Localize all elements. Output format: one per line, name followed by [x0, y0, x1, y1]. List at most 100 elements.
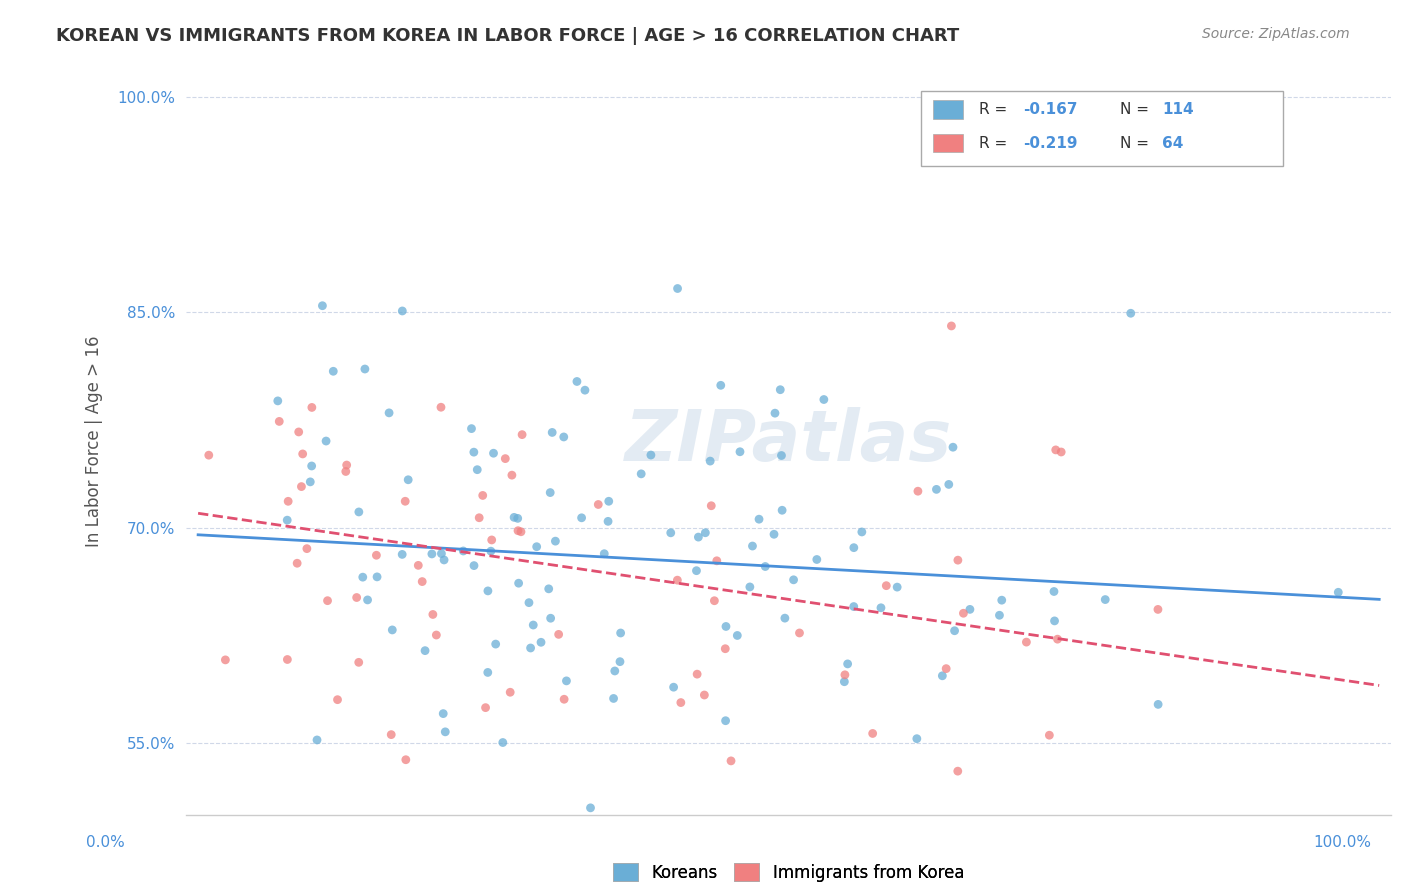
Koreans — [851, 524, 873, 539]
Koreans — [463, 558, 485, 573]
Koreans — [301, 458, 323, 473]
Immigrants from Korea — [287, 425, 309, 439]
Koreans — [630, 467, 652, 481]
Immigrants from Korea — [316, 593, 339, 607]
Koreans — [530, 635, 553, 649]
Immigrants from Korea — [290, 480, 312, 494]
Koreans — [322, 364, 344, 378]
Immigrants from Korea — [510, 427, 533, 442]
Immigrants from Korea — [471, 488, 494, 502]
Immigrants from Korea — [346, 591, 368, 605]
Text: ZIPatlas: ZIPatlas — [624, 407, 952, 476]
Koreans — [666, 281, 689, 295]
Koreans — [738, 580, 761, 594]
Immigrants from Korea — [1045, 442, 1067, 457]
Koreans — [434, 724, 457, 739]
Koreans — [391, 548, 413, 562]
Immigrants from Korea — [411, 574, 433, 589]
Immigrants from Korea — [1046, 632, 1069, 647]
Immigrants from Korea — [952, 607, 974, 621]
Koreans — [544, 534, 567, 549]
Immigrants from Korea — [395, 753, 418, 767]
Text: N =: N = — [1121, 102, 1154, 117]
Koreans — [396, 473, 419, 487]
Legend: Koreans, Immigrants from Korea: Koreans, Immigrants from Korea — [606, 857, 972, 888]
Text: N =: N = — [1121, 136, 1154, 151]
Immigrants from Korea — [1050, 445, 1073, 459]
Koreans — [770, 503, 793, 517]
Koreans — [465, 463, 488, 477]
Immigrants from Korea — [269, 414, 291, 428]
Koreans — [925, 483, 948, 497]
Koreans — [748, 512, 770, 526]
Immigrants from Korea — [366, 548, 388, 562]
Immigrants from Korea — [408, 558, 430, 573]
Koreans — [769, 383, 792, 397]
Immigrants from Korea — [941, 318, 963, 333]
Koreans — [647, 814, 669, 829]
Immigrants from Korea — [295, 541, 318, 556]
Koreans — [299, 475, 322, 489]
Koreans — [477, 583, 499, 598]
Immigrants from Korea — [714, 641, 737, 656]
Koreans — [352, 570, 374, 584]
Koreans — [356, 593, 378, 607]
Immigrants from Korea — [506, 524, 529, 538]
Immigrants from Korea — [481, 533, 503, 547]
Text: Source: ZipAtlas.com: Source: ZipAtlas.com — [1202, 27, 1350, 41]
Koreans — [546, 830, 568, 844]
Koreans — [538, 485, 561, 500]
Koreans — [886, 580, 908, 594]
Koreans — [366, 570, 388, 584]
Koreans — [485, 637, 508, 651]
Koreans — [598, 494, 620, 508]
Koreans — [1094, 592, 1116, 607]
Koreans — [420, 547, 443, 561]
Koreans — [773, 611, 796, 625]
Koreans — [430, 547, 453, 561]
Koreans — [741, 539, 763, 553]
Koreans — [763, 527, 786, 541]
Text: -0.167: -0.167 — [1024, 102, 1078, 117]
Immigrants from Korea — [291, 447, 314, 461]
Koreans — [453, 544, 475, 558]
Koreans — [688, 530, 710, 544]
Koreans — [837, 657, 859, 671]
Immigrants from Korea — [834, 668, 856, 682]
Text: KOREAN VS IMMIGRANTS FROM KOREA IN LABOR FORCE | AGE > 16 CORRELATION CHART: KOREAN VS IMMIGRANTS FROM KOREA IN LABOR… — [56, 27, 959, 45]
Koreans — [593, 547, 616, 561]
Koreans — [770, 449, 793, 463]
Immigrants from Korea — [425, 628, 447, 642]
Koreans — [311, 299, 333, 313]
Koreans — [463, 445, 485, 459]
Koreans — [1043, 614, 1066, 628]
Koreans — [959, 602, 981, 616]
Koreans — [699, 454, 721, 468]
Text: 100.0%: 100.0% — [1313, 836, 1372, 850]
Koreans — [574, 383, 596, 397]
Koreans — [571, 510, 593, 524]
Immigrants from Korea — [468, 510, 491, 524]
Text: R =: R = — [979, 102, 1012, 117]
FancyBboxPatch shape — [934, 100, 963, 119]
Koreans — [433, 553, 456, 567]
Koreans — [1043, 584, 1066, 599]
Koreans — [503, 510, 526, 524]
Koreans — [1327, 585, 1350, 599]
Koreans — [492, 735, 515, 749]
Immigrants from Korea — [430, 401, 453, 415]
Koreans — [763, 406, 786, 420]
Immigrants from Korea — [907, 484, 929, 499]
Immigrants from Korea — [494, 451, 516, 466]
Immigrants from Korea — [720, 754, 742, 768]
Koreans — [609, 626, 631, 640]
Koreans — [842, 541, 865, 555]
Immigrants from Korea — [197, 448, 219, 462]
Koreans — [354, 362, 377, 376]
Koreans — [710, 378, 733, 392]
Koreans — [695, 525, 717, 540]
Koreans — [714, 619, 737, 633]
Koreans — [477, 665, 499, 680]
Koreans — [565, 375, 588, 389]
Immigrants from Korea — [276, 652, 298, 666]
